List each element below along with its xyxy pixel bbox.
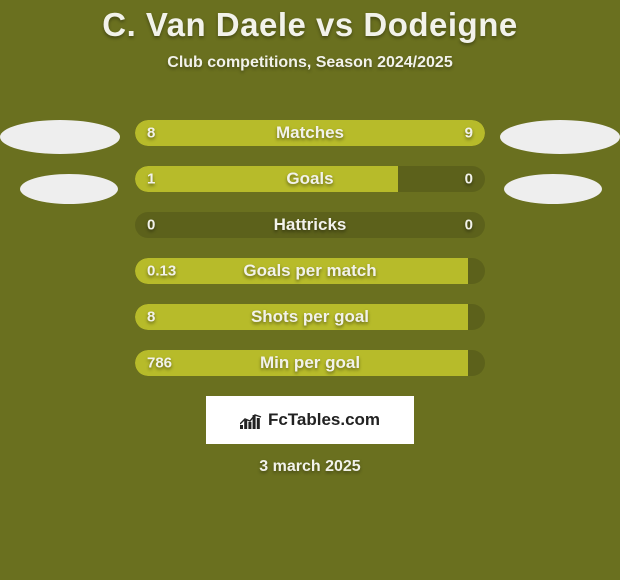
stat-fill-left (135, 120, 300, 146)
stat-row: 8Shots per goal (135, 304, 485, 330)
stat-value-right: 0 (465, 171, 473, 188)
avatar-blob (0, 120, 120, 154)
stat-label: Hattricks (135, 215, 485, 235)
page-title: C. Van Daele vs Dodeigne (0, 6, 620, 44)
avatar-blob (500, 120, 620, 154)
stat-value-right: 0 (465, 217, 473, 234)
stat-row: 1Goals0 (135, 166, 485, 192)
date-label: 3 march 2025 (0, 458, 620, 476)
stat-row: 8Matches9 (135, 120, 485, 146)
comparison-card: C. Van Daele vs Dodeigne Club competitio… (0, 0, 620, 580)
subtitle: Club competitions, Season 2024/2025 (0, 54, 620, 72)
avatar-blob (504, 174, 602, 204)
stat-fill-left (135, 304, 468, 330)
stat-row: 0Hattricks0 (135, 212, 485, 238)
stat-fill-right (300, 120, 486, 146)
stat-row: 0.13Goals per match (135, 258, 485, 284)
source-logo: FcTables.com (206, 396, 414, 444)
stat-row: 786Min per goal (135, 350, 485, 376)
logo-text: FcTables.com (268, 410, 380, 430)
stat-fill-left (135, 166, 398, 192)
stat-fill-left (135, 350, 468, 376)
stat-value-left: 0 (147, 217, 155, 234)
stat-fill-left (135, 258, 468, 284)
stat-rows: 8Matches91Goals00Hattricks00.13Goals per… (135, 120, 485, 376)
bars-icon (240, 411, 262, 429)
avatar-blob (20, 174, 118, 204)
